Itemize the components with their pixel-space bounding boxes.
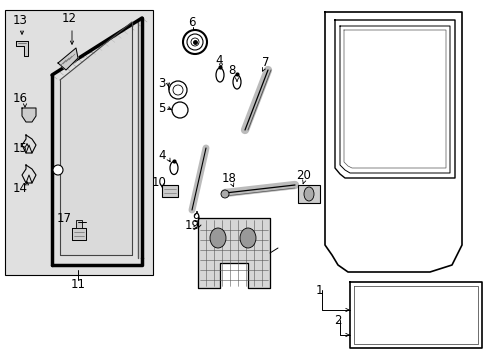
- Text: 12: 12: [62, 12, 77, 24]
- Bar: [297, 185, 319, 203]
- Text: 6: 6: [187, 15, 195, 28]
- Text: 7: 7: [262, 55, 269, 68]
- Polygon shape: [60, 22, 132, 255]
- Polygon shape: [198, 218, 269, 288]
- Text: 11: 11: [70, 279, 85, 292]
- Polygon shape: [58, 48, 78, 70]
- Bar: [76, 220, 82, 228]
- Text: 3: 3: [158, 77, 165, 90]
- Text: 18: 18: [222, 171, 236, 185]
- Polygon shape: [349, 282, 481, 348]
- Text: 13: 13: [13, 14, 28, 27]
- Ellipse shape: [304, 187, 313, 201]
- Text: 4: 4: [158, 149, 165, 162]
- Circle shape: [221, 190, 228, 198]
- Text: 8: 8: [227, 63, 235, 77]
- Text: 4: 4: [215, 54, 222, 67]
- Bar: [162, 185, 178, 197]
- Polygon shape: [16, 41, 28, 56]
- Text: 16: 16: [13, 91, 28, 104]
- Text: 1: 1: [315, 284, 323, 297]
- Circle shape: [169, 81, 186, 99]
- Polygon shape: [22, 108, 36, 122]
- Text: 14: 14: [13, 181, 28, 194]
- Text: 5: 5: [158, 102, 165, 114]
- Text: 19: 19: [184, 219, 200, 231]
- Ellipse shape: [209, 228, 225, 248]
- Polygon shape: [72, 228, 86, 240]
- Polygon shape: [334, 20, 454, 178]
- Polygon shape: [325, 12, 461, 272]
- Text: 20: 20: [295, 168, 310, 181]
- Bar: [5, 10, 153, 275]
- Circle shape: [53, 165, 63, 175]
- Text: 9: 9: [192, 212, 199, 225]
- Text: 10: 10: [152, 176, 166, 189]
- Text: 17: 17: [57, 212, 72, 225]
- Ellipse shape: [240, 228, 256, 248]
- Text: 2: 2: [333, 314, 341, 327]
- Text: 15: 15: [13, 141, 28, 154]
